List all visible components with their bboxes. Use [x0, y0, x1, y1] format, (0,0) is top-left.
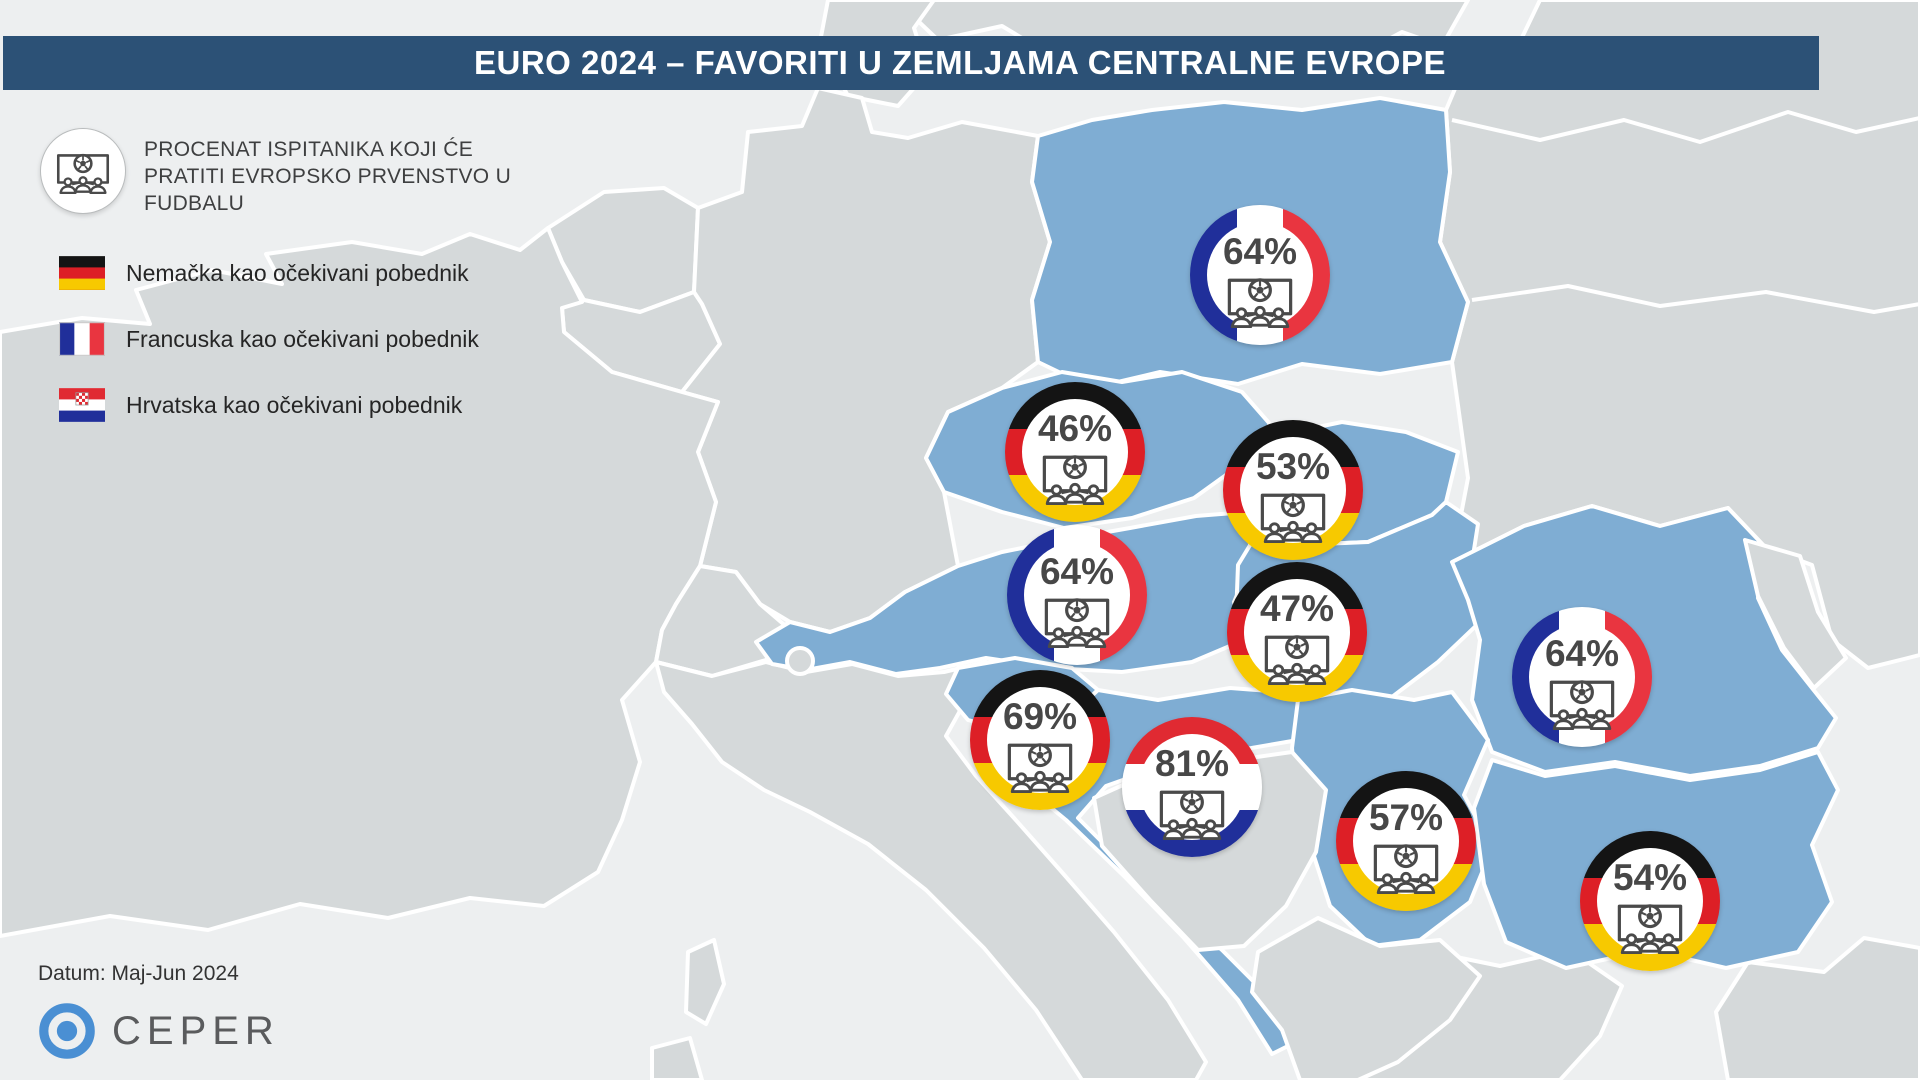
legend-item-label: Hrvatska kao očekivani pobednik [126, 391, 463, 418]
badge-percentage: 81% [1154, 743, 1230, 784]
badge-hungary: 47% [1227, 562, 1367, 702]
legend-metric-text: PROCENAT ISPITANIKA KOJI ĆE PRATITI EVRO… [144, 138, 512, 215]
liechtenstein-marker [785, 646, 815, 676]
island-corsica [684, 938, 726, 1026]
badge-percentage: 47% [1259, 588, 1335, 629]
viewers-tv-icon [1259, 628, 1335, 685]
legend-item-label: Nemačka kao očekivani pobednik [126, 259, 469, 286]
badge-austria: 64% [1007, 525, 1147, 665]
badge-percentage: 57% [1368, 797, 1444, 838]
badge-percentage: 53% [1255, 446, 1331, 487]
brand-name: CEPER [112, 1008, 280, 1053]
legend-item-label: Francuska kao očekivani pobednik [126, 325, 479, 352]
country-turkey [1714, 936, 1920, 1080]
badge-slovakia: 53% [1223, 420, 1363, 560]
survey-date: Datum: Maj-Jun 2024 [38, 962, 239, 985]
badge-croatia: 81% [1122, 717, 1262, 857]
page-title: EURO 2024 – FAVORITI U ZEMLJAMA CENTRALN… [474, 44, 1446, 81]
tv-viewers-icon [54, 148, 112, 194]
badge-percentage: 64% [1544, 633, 1620, 674]
badge-slovenia: 69% [970, 670, 1110, 810]
title-bar [3, 36, 1819, 90]
viewers-tv-icon [1039, 591, 1115, 648]
legend-item: Nemačka kao očekivani pobednik [59, 253, 520, 293]
badge-poland: 64% [1190, 205, 1330, 345]
legend-item: Francuska kao očekivani pobednik [59, 319, 520, 359]
legend-item: Hrvatska kao očekivani pobednik [59, 385, 520, 425]
legend-header: PROCENAT ISPITANIKA KOJI ĆE PRATITI EVRO… [40, 128, 520, 217]
legend: PROCENAT ISPITANIKA KOJI ĆE PRATITI EVRO… [40, 128, 520, 451]
border-belarus-ukraine [1471, 284, 1920, 314]
viewers-tv-icon [1222, 271, 1298, 328]
france-flag-icon [59, 320, 105, 358]
country-moldova [1743, 538, 1848, 690]
brand-block: CEPER [38, 1002, 280, 1060]
viewers-tv-icon [1002, 736, 1078, 793]
footer: Datum: Maj-Jun 2024 CEPER [38, 962, 280, 1060]
badge-percentage: 69% [1002, 696, 1078, 737]
region-south-balkans [1250, 916, 1482, 1080]
legend-items: Nemačka kao očekivani pobednik Francuska… [59, 253, 520, 425]
badge-percentage: 46% [1037, 408, 1113, 449]
germany-flag-icon [59, 254, 105, 292]
country-france [0, 226, 720, 938]
badge-percentage: 54% [1612, 857, 1688, 898]
viewers-tv-icon [1255, 486, 1331, 543]
island-sardinia [650, 1036, 704, 1080]
viewers-metric-icon [40, 128, 126, 214]
croatia-flag-icon [59, 386, 105, 424]
viewers-tv-icon [1612, 897, 1688, 954]
viewers-tv-icon [1544, 673, 1620, 730]
border-baltics-belarus [1451, 110, 1920, 144]
viewers-tv-icon [1368, 837, 1444, 894]
badge-romania: 64% [1512, 607, 1652, 747]
badge-czechia: 46% [1005, 382, 1145, 522]
badge-percentage: 64% [1222, 231, 1298, 272]
ceper-logo-icon [39, 1003, 95, 1059]
badge-bulgaria: 54% [1580, 831, 1720, 971]
badge-percentage: 64% [1039, 551, 1115, 592]
viewers-tv-icon [1154, 783, 1230, 840]
viewers-tv-icon [1037, 448, 1113, 505]
badge-serbia: 57% [1336, 771, 1476, 911]
